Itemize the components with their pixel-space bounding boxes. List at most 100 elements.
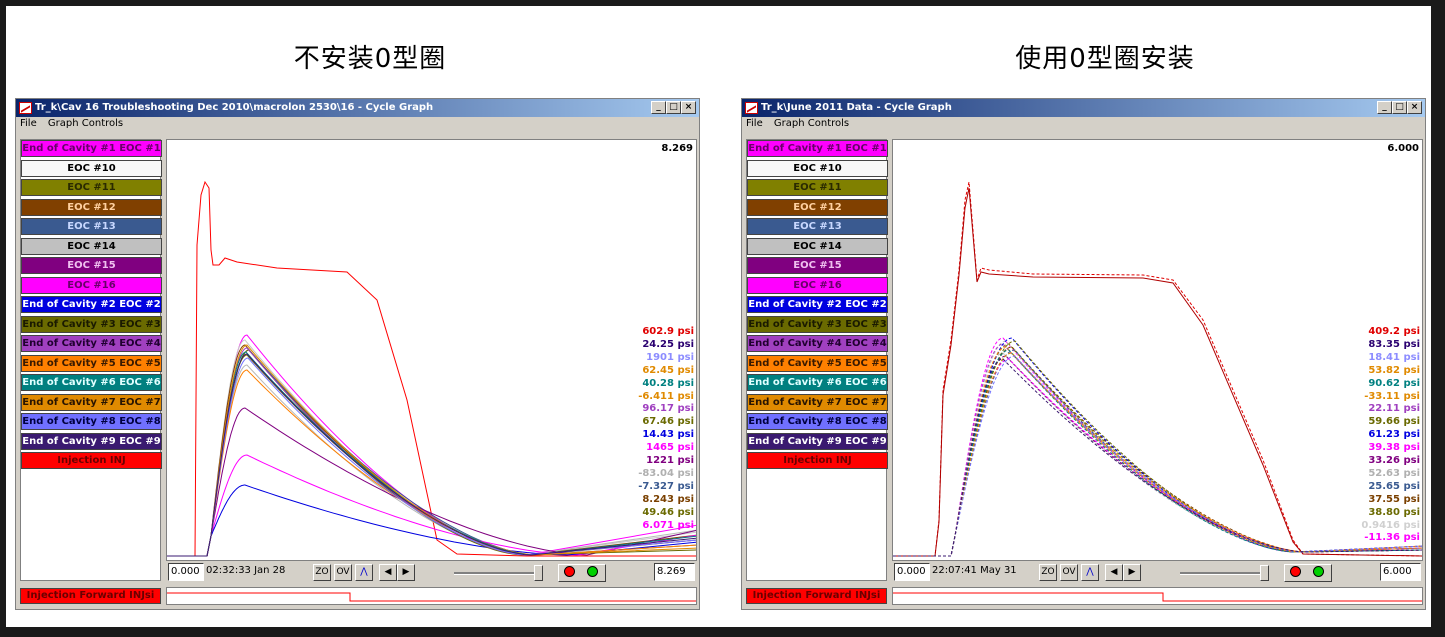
menu-file[interactable]: File [20, 118, 37, 129]
stop-record-icon[interactable] [1290, 566, 1301, 577]
legend-item[interactable]: EOC #15 [747, 257, 888, 274]
pressure-trace [893, 187, 1422, 557]
stop-record-icon[interactable] [564, 566, 575, 577]
zoom-button[interactable]: ZO [1039, 564, 1057, 581]
legend-item[interactable]: End of Cavity #4 EOC #4 [21, 335, 162, 352]
title-bar[interactable]: Tr_k\June 2011 Data - Cycle Graph _ □ × [742, 99, 1425, 117]
maximize-button[interactable]: □ [666, 101, 681, 114]
start-record-icon[interactable] [1313, 566, 1324, 577]
menu-bar: File Graph Controls [742, 117, 857, 131]
channel-readout: 33.26 psi [1368, 455, 1420, 466]
minimize-button[interactable]: _ [651, 101, 666, 114]
legend-item[interactable]: End of Cavity #4 EOC #4 [747, 335, 888, 352]
legend-item[interactable]: EOC #13 [747, 218, 888, 235]
channel-readout: -33.11 psi [1364, 390, 1420, 402]
cycle-slider[interactable] [454, 572, 542, 575]
legend-item[interactable]: EOC #16 [21, 276, 162, 294]
injection-forward-legend[interactable]: Injection Forward INJsi [746, 588, 887, 604]
pressure-trace [167, 344, 696, 557]
graph-icon-button[interactable]: ⋀ [355, 564, 373, 581]
legend-item[interactable]: End of Cavity #7 EOC #7 [747, 393, 888, 411]
legend-item[interactable]: End of Cavity #3 EOC #3 [21, 315, 162, 333]
close-button[interactable]: × [681, 101, 696, 114]
legend-item[interactable]: End of Cavity #5 EOC #5 [21, 354, 162, 372]
zoom-button[interactable]: ZO [313, 564, 331, 581]
next-button[interactable]: ▶ [397, 564, 415, 581]
min-field[interactable]: 0.000 [168, 563, 204, 581]
legend-item[interactable]: EOC #16 [747, 276, 888, 294]
min-field[interactable]: 0.000 [894, 563, 930, 581]
plot-max-value: 6.000 [1387, 143, 1419, 154]
prev-button[interactable]: ◀ [1105, 564, 1123, 581]
plot-svg [893, 181, 1422, 557]
graph-icon-button[interactable]: ⋀ [1081, 564, 1099, 581]
overview-button[interactable]: OV [1060, 564, 1078, 581]
legend-item[interactable]: EOC #11 [21, 179, 162, 196]
injection-forward-trace [893, 592, 1422, 602]
channel-readout: 96.17 psi [642, 403, 694, 415]
channel-readout: 1465 psi [646, 442, 694, 454]
legend-item[interactable]: EOC #15 [21, 257, 162, 274]
menu-graph-controls[interactable]: Graph Controls [773, 118, 850, 129]
legend-item[interactable]: End of Cavity #9 EOC #9 [21, 432, 162, 450]
title-bar[interactable]: Tr_k\Cav 16 Troubleshooting Dec 2010\mac… [16, 99, 699, 117]
slider-thumb[interactable] [1260, 565, 1269, 581]
channel-readout: 49.46 psi [642, 506, 694, 518]
legend-item[interactable]: Injection INJ [747, 452, 888, 469]
max-field[interactable]: 6.000 [1380, 563, 1421, 581]
legend-item[interactable]: End of Cavity #8 EOC #8 [21, 413, 162, 430]
channel-readout: -6.411 psi [638, 390, 694, 402]
channel-readout: -11.36 psi [1364, 532, 1420, 544]
channel-readout: 6.071 psi [642, 519, 694, 531]
injection-forward-legend[interactable]: Injection Forward INJsi [20, 588, 161, 604]
legend-item[interactable]: EOC #14 [747, 237, 888, 255]
legend-item[interactable]: EOC #11 [747, 179, 888, 196]
legend-item[interactable]: End of Cavity #1 EOC #1 [747, 140, 888, 157]
legend-item[interactable]: End of Cavity #7 EOC #7 [21, 393, 162, 411]
close-button[interactable]: × [1407, 101, 1422, 114]
legend-item[interactable]: EOC #12 [21, 198, 162, 216]
legend-item[interactable]: End of Cavity #3 EOC #3 [747, 315, 888, 333]
legend-item[interactable]: End of Cavity #1 EOC #1 [21, 140, 162, 157]
graph-controls: 0.000 22:07:41 May 31 ZO OV ⋀ ◀ ▶ 6.000 [892, 563, 1423, 583]
max-field[interactable]: 8.269 [654, 563, 695, 581]
overview-button[interactable]: OV [334, 564, 352, 581]
legend-item[interactable]: Injection INJ [21, 452, 162, 469]
graph-icon: ⋀ [1086, 567, 1094, 577]
legend-item[interactable]: End of Cavity #6 EOC #6 [747, 374, 888, 391]
legend-item[interactable]: EOC #10 [747, 159, 888, 177]
injection-forward-plot [892, 587, 1423, 605]
menu-graph-controls[interactable]: Graph Controls [47, 118, 124, 129]
legend-item[interactable]: EOC #13 [21, 218, 162, 235]
channel-readout: 37.55 psi [1368, 493, 1420, 505]
channel-readout: 0.9416 psi [1361, 519, 1420, 531]
cycle-graph-window-right: Tr_k\June 2011 Data - Cycle Graph _ □ × … [741, 98, 1426, 610]
pressure-trace [167, 484, 696, 557]
legend-item[interactable]: EOC #10 [21, 159, 162, 177]
legend-item[interactable]: End of Cavity #2 EOC #2 [21, 296, 162, 313]
start-record-icon[interactable] [587, 566, 598, 577]
next-button[interactable]: ▶ [1123, 564, 1141, 581]
cycle-timestamp: 22:07:41 May 31 [932, 565, 1017, 576]
cycle-slider[interactable] [1180, 572, 1268, 575]
pressure-trace [893, 358, 1422, 557]
prev-button[interactable]: ◀ [379, 564, 397, 581]
channel-readout: 409.2 psi [1368, 326, 1420, 337]
legend-item[interactable]: End of Cavity #9 EOC #9 [747, 432, 888, 450]
legend-item[interactable]: End of Cavity #8 EOC #8 [747, 413, 888, 430]
legend-item[interactable]: EOC #14 [21, 237, 162, 255]
cycle-graph-window-left: Tr_k\Cav 16 Troubleshooting Dec 2010\mac… [15, 98, 700, 610]
minimize-button[interactable]: _ [1377, 101, 1392, 114]
legend-item[interactable]: EOC #12 [747, 198, 888, 216]
legend-item[interactable]: End of Cavity #5 EOC #5 [747, 354, 888, 372]
plot-svg [167, 180, 696, 557]
menu-file[interactable]: File [746, 118, 763, 129]
maximize-button[interactable]: □ [1392, 101, 1407, 114]
channel-readout: -7.327 psi [638, 480, 694, 492]
pressure-trace [167, 334, 696, 557]
pressure-trace [167, 349, 696, 557]
legend-item[interactable]: End of Cavity #2 EOC #2 [747, 296, 888, 313]
channel-readout: 90.62 psi [1368, 377, 1420, 389]
slider-thumb[interactable] [534, 565, 543, 581]
legend-item[interactable]: End of Cavity #6 EOC #6 [21, 374, 162, 391]
